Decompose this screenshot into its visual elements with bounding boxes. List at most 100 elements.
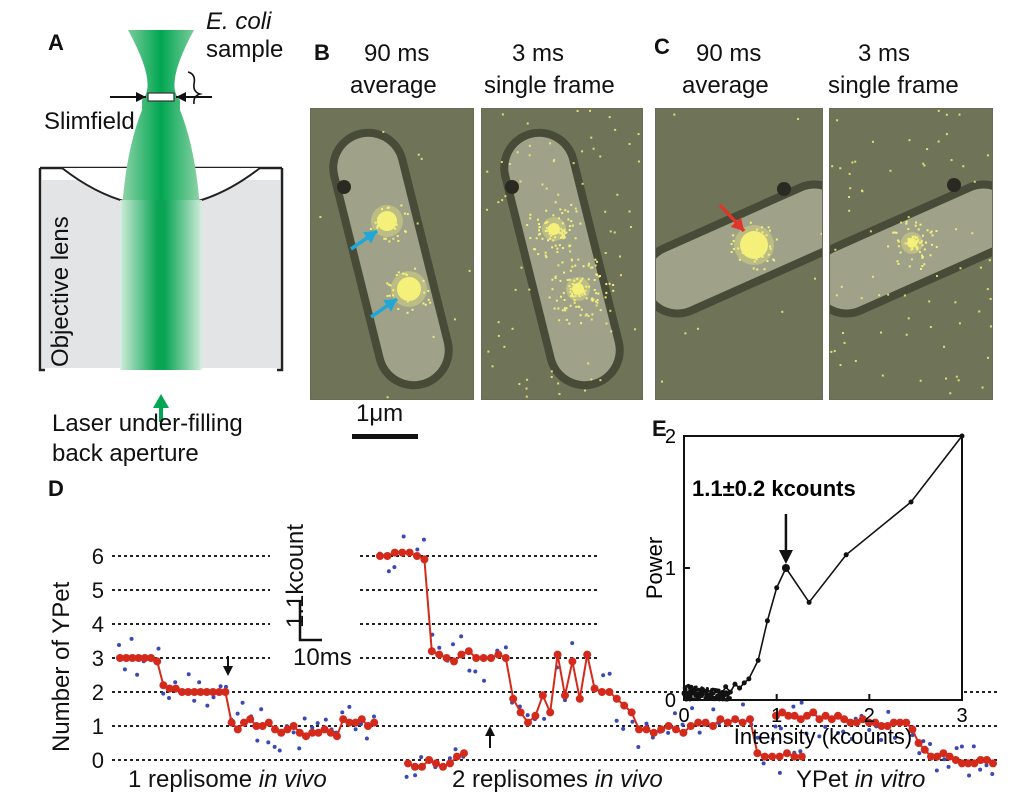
filtered-point bbox=[171, 684, 180, 693]
e-noise-point bbox=[726, 693, 730, 697]
filtered-point bbox=[357, 715, 366, 724]
raw-point bbox=[459, 634, 464, 639]
objective-bracket-right bbox=[277, 168, 284, 372]
filtered-point bbox=[487, 654, 495, 662]
raw-point bbox=[156, 646, 161, 651]
raw-point bbox=[990, 771, 995, 776]
pointer-arrow-icon bbox=[383, 299, 397, 312]
laser-arrow-icon bbox=[153, 394, 169, 408]
filtered-point bbox=[227, 718, 236, 727]
raw-point bbox=[223, 684, 228, 689]
filtered-point bbox=[364, 722, 372, 730]
e-noise-point bbox=[684, 687, 688, 691]
pointer-arrow-icon bbox=[363, 231, 377, 244]
filtered-point bbox=[803, 711, 811, 720]
raw-point bbox=[614, 718, 619, 723]
filtered-point bbox=[583, 650, 592, 659]
raw-point bbox=[453, 747, 458, 752]
raw-point bbox=[218, 684, 223, 689]
raw-point bbox=[413, 773, 418, 778]
filtered-point bbox=[951, 756, 960, 764]
panel-b-letter: B bbox=[314, 40, 330, 65]
filtered-point bbox=[796, 715, 805, 724]
e-data-point bbox=[741, 680, 747, 686]
raw-point bbox=[277, 748, 282, 753]
raw-point bbox=[467, 668, 472, 673]
raw-point bbox=[135, 672, 140, 677]
slimfield-label: Slimfield bbox=[44, 108, 135, 135]
e-ytick-label: 2 bbox=[665, 426, 676, 448]
e-data-point bbox=[843, 552, 849, 558]
raw-point bbox=[690, 706, 695, 711]
e-noise-point bbox=[697, 687, 701, 691]
filtered-point bbox=[326, 728, 335, 737]
scalebar-label: 1μm bbox=[356, 400, 404, 427]
filtered-point bbox=[933, 752, 942, 761]
e-noise-point bbox=[693, 685, 697, 690]
laser-label-line2: back aperture bbox=[52, 440, 199, 467]
filtered-point bbox=[153, 657, 162, 666]
raw-point bbox=[272, 744, 277, 749]
raw-point bbox=[570, 641, 575, 646]
raw-point bbox=[542, 716, 547, 721]
raw-point bbox=[315, 721, 320, 726]
panel-c-letter: C bbox=[654, 34, 670, 59]
raw-point bbox=[755, 735, 760, 740]
sample-brace bbox=[187, 71, 203, 105]
filtered-point bbox=[896, 718, 904, 727]
panel-e-letter: E bbox=[652, 416, 667, 441]
raw-point bbox=[799, 700, 804, 705]
filtered-point bbox=[790, 752, 799, 761]
raw-point bbox=[266, 740, 271, 745]
filtered-point bbox=[446, 759, 454, 768]
filtered-point bbox=[501, 654, 510, 662]
d-ytick: 5 bbox=[92, 578, 104, 603]
filtered-point bbox=[889, 718, 898, 727]
filtered-point bbox=[439, 762, 447, 771]
e-data-point bbox=[781, 564, 790, 572]
raw-point bbox=[117, 643, 122, 648]
filtered-point bbox=[252, 722, 261, 730]
e-noise-point bbox=[687, 684, 692, 689]
b-right-title-2: single frame bbox=[484, 72, 615, 99]
filtered-point bbox=[821, 711, 830, 720]
filtered-point bbox=[460, 749, 468, 758]
filtered-point bbox=[134, 654, 143, 662]
filtered-point bbox=[178, 688, 186, 696]
raw-point bbox=[971, 744, 976, 749]
raw-point bbox=[804, 731, 809, 736]
pointer-arrow-icon bbox=[730, 217, 744, 231]
step-arrow-icon bbox=[223, 666, 233, 676]
filtered-point bbox=[852, 718, 861, 727]
e-noise-point bbox=[685, 684, 689, 688]
raw-point bbox=[942, 757, 947, 762]
filtered-point bbox=[390, 548, 399, 557]
raw-point bbox=[347, 704, 352, 709]
e-data-point bbox=[755, 657, 761, 663]
filtered-point bbox=[240, 718, 248, 727]
raw-point bbox=[340, 710, 345, 715]
filtered-point bbox=[783, 749, 791, 758]
raw-point bbox=[773, 724, 778, 729]
objective-label: Objective lens bbox=[47, 216, 74, 367]
raw-point bbox=[849, 736, 854, 741]
filtered-point bbox=[738, 718, 747, 727]
filtered-point bbox=[464, 647, 473, 656]
filtered-point bbox=[524, 718, 532, 727]
e-data-point bbox=[764, 618, 770, 624]
c-right-title-1: 3 ms bbox=[858, 40, 911, 67]
filtered-point bbox=[302, 732, 310, 741]
step-trace bbox=[380, 551, 802, 758]
filtered-point bbox=[295, 728, 304, 737]
raw-point bbox=[503, 645, 508, 650]
filtered-point bbox=[277, 728, 286, 737]
raw-point bbox=[711, 707, 716, 712]
b-left-title-2: average bbox=[350, 72, 437, 99]
d-ytick: 2 bbox=[92, 680, 104, 705]
filtered-point bbox=[970, 759, 979, 768]
filtered-point bbox=[914, 739, 923, 747]
raw-point bbox=[791, 704, 796, 709]
raw-point bbox=[817, 734, 822, 739]
filtered-point bbox=[716, 715, 725, 724]
ecoli-label: E. coli bbox=[206, 8, 272, 35]
